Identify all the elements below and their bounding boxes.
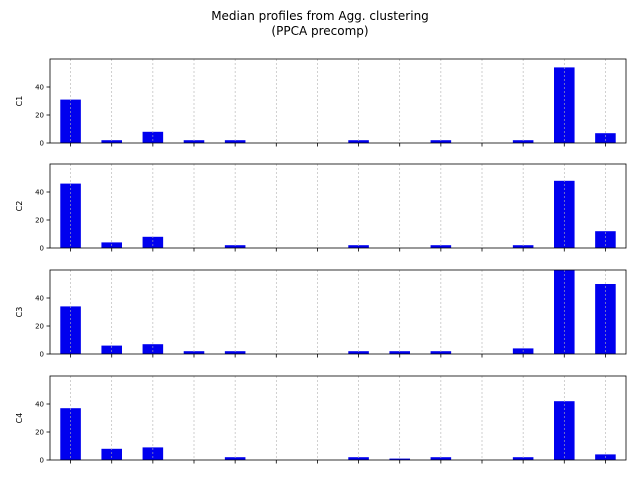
bar xyxy=(348,351,369,354)
bar xyxy=(183,351,205,354)
bar xyxy=(224,245,246,248)
bar xyxy=(348,245,369,248)
axes-frame xyxy=(49,269,627,355)
y-tick-label: 0 xyxy=(40,245,44,253)
bar xyxy=(348,140,369,143)
bar xyxy=(512,457,534,460)
bar xyxy=(430,245,452,248)
chart-title-line2: (PPCA precomp) xyxy=(271,24,368,38)
y-tick-label: 20 xyxy=(35,323,44,331)
bar xyxy=(348,457,369,460)
bar xyxy=(183,140,205,143)
y-tick-label: 40 xyxy=(35,401,44,409)
y-axis-label: C1 xyxy=(15,96,24,107)
y-tick-label: 20 xyxy=(35,112,44,120)
y-axis-label: C4 xyxy=(15,413,24,424)
bar xyxy=(60,99,81,143)
bar xyxy=(60,408,81,460)
y-axis-label: C2 xyxy=(15,201,24,212)
axes-frame xyxy=(49,163,627,249)
chart-title-line1: Median profiles from Agg. clustering xyxy=(211,9,429,23)
bar xyxy=(101,448,122,460)
subplot-c4: 0 20 40 C4 xyxy=(15,375,627,465)
bar xyxy=(389,458,410,460)
y-tick-label: 0 xyxy=(40,457,44,465)
bar xyxy=(512,140,534,143)
bar xyxy=(224,140,246,143)
bar xyxy=(224,351,246,354)
bar xyxy=(142,131,164,143)
bar xyxy=(554,180,575,248)
y-tick-label: 20 xyxy=(35,217,44,225)
axes-frame xyxy=(49,58,627,144)
bar xyxy=(101,345,122,354)
bar xyxy=(554,401,575,460)
bar xyxy=(595,133,616,143)
bar xyxy=(142,236,164,248)
y-tick-label: 40 xyxy=(35,295,44,303)
bar xyxy=(430,457,452,460)
bar xyxy=(554,67,575,143)
bar xyxy=(595,231,616,248)
bar xyxy=(430,140,452,143)
bar xyxy=(389,351,410,354)
y-tick-label: 0 xyxy=(40,351,44,359)
y-tick-label: 0 xyxy=(40,140,44,148)
axes-frame xyxy=(49,375,627,461)
subplot-c2: 0 20 40 C2 xyxy=(15,163,627,253)
subplot-panels: 0 20 40 C1 0 20 40 C2 0 20 40 C3 0 20 40 C4 xyxy=(15,58,627,465)
y-tick-label: 40 xyxy=(35,189,44,197)
bar xyxy=(60,183,81,248)
bar xyxy=(224,457,246,460)
bar xyxy=(101,140,122,143)
subplot-c1: 0 20 40 C1 xyxy=(15,58,627,148)
bar xyxy=(142,344,164,354)
bar xyxy=(512,245,534,248)
bar xyxy=(430,351,452,354)
y-tick-label: 40 xyxy=(35,84,44,92)
y-tick-label: 20 xyxy=(35,429,44,437)
y-axis-label: C3 xyxy=(15,307,24,318)
subplot-c3: 0 20 40 C3 xyxy=(15,269,627,359)
